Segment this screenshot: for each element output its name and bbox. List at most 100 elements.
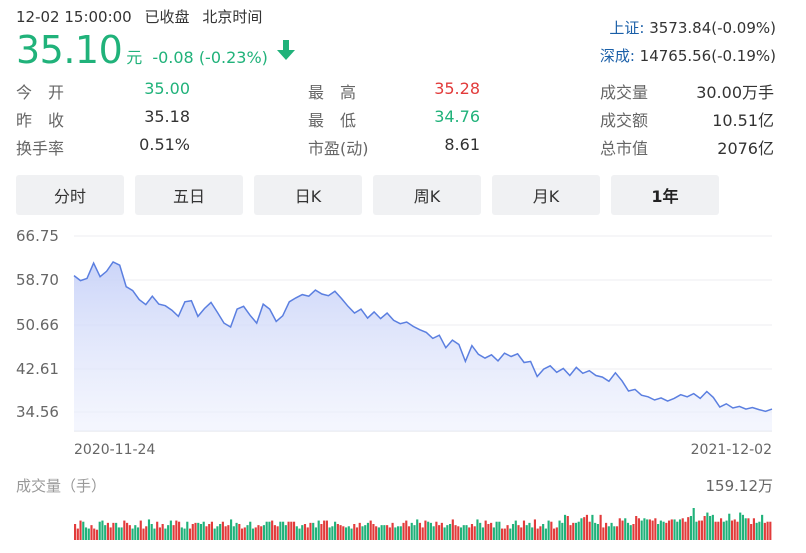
- volume-label: 成交量: [600, 83, 649, 102]
- tab-one-year[interactable]: 1年: [611, 175, 719, 215]
- volume-bar: [126, 522, 129, 540]
- volume-bar: [432, 526, 435, 540]
- volume-bar: [470, 524, 474, 540]
- volume-bar: [739, 512, 742, 540]
- volume-bar: [741, 514, 745, 540]
- volume-bar: [115, 522, 118, 540]
- price-chart[interactable]: 66.75 58.70 50.66 42.61 34.56 2020-11-24 202…: [0, 220, 806, 465]
- volume-bar: [364, 525, 367, 540]
- high-value: 35.28: [434, 79, 480, 98]
- index-name: 上证:: [609, 19, 645, 37]
- tab-daily-k[interactable]: 日K: [254, 175, 362, 215]
- volume-bar: [82, 521, 85, 540]
- volume-bar: [391, 522, 394, 540]
- volume-bar: [695, 521, 698, 540]
- volume-bar: [93, 528, 96, 540]
- volume-bar: [388, 527, 391, 540]
- volume-bar: [246, 525, 249, 540]
- volume-chart-title: 成交量（手）: [16, 477, 107, 495]
- volume-bar: [684, 521, 687, 540]
- volume-bar: [468, 527, 471, 540]
- volume-bar: [484, 520, 487, 540]
- volume-bar: [520, 527, 523, 540]
- volume-bar: [585, 514, 589, 540]
- volume-bar: [424, 520, 427, 540]
- volume-bar: [153, 528, 156, 540]
- volume-bar: [344, 527, 348, 540]
- volume-bar: [583, 517, 586, 540]
- volume-bar: [651, 520, 654, 540]
- price-unit: 元: [126, 48, 143, 67]
- volume-bar: [240, 528, 244, 540]
- volume-chart[interactable]: [0, 495, 806, 553]
- volume-bar: [416, 519, 419, 540]
- volume-bar: [169, 520, 172, 540]
- volume-bar: [610, 522, 613, 540]
- volume-bar: [714, 521, 717, 540]
- y-tick-label: 66.75: [16, 227, 59, 245]
- y-tick-label: 50.66: [16, 316, 59, 334]
- volume-bar: [251, 528, 255, 540]
- volume-bar: [744, 518, 747, 540]
- tab-monthly-k[interactable]: 月K: [492, 175, 600, 215]
- y-tick-label: 42.61: [16, 360, 59, 378]
- volume-bar: [377, 527, 380, 540]
- volume-bar: [386, 525, 389, 540]
- index-shenzhen[interactable]: 深成: 14765.56(-0.19%): [600, 45, 776, 66]
- volume-bar: [596, 524, 599, 540]
- volume-bar: [503, 528, 506, 540]
- volume-bar: [476, 519, 479, 540]
- volume-bar: [243, 527, 246, 540]
- volume-bar: [156, 521, 159, 540]
- index-shanghai[interactable]: 上证: 3573.84(-0.09%): [609, 17, 776, 38]
- volume-bar: [525, 525, 528, 540]
- volume-bar: [717, 521, 720, 540]
- volume-bar: [164, 528, 167, 540]
- volume-bar: [459, 527, 463, 540]
- volume-bar: [334, 521, 337, 540]
- volume-bar: [413, 525, 416, 540]
- volume-bar: [528, 522, 531, 540]
- volume-bar: [643, 518, 646, 540]
- volume-bar: [703, 516, 706, 540]
- volume-bar: [506, 525, 509, 540]
- current-price: 35.10: [16, 28, 123, 72]
- volume-bar: [84, 527, 88, 540]
- index-value: 14765.56(-0.19%): [639, 47, 776, 65]
- volume-bar: [572, 522, 575, 540]
- volume-bar: [109, 527, 112, 540]
- volume-bar: [769, 521, 772, 540]
- volume-bar: [320, 524, 323, 540]
- volume-bar: [309, 522, 312, 540]
- prev-close-label: 昨 收: [16, 111, 65, 130]
- volume-bar: [290, 521, 293, 540]
- volume-bar: [353, 524, 356, 540]
- market-status: 12-02 15:00:00 已收盘 北京时间: [16, 6, 270, 27]
- volume-bar: [681, 518, 684, 540]
- volume-bar: [449, 524, 452, 540]
- volume-bar: [98, 521, 101, 540]
- volume-bar: [136, 527, 140, 540]
- volume-bar: [446, 525, 449, 540]
- volume-bar: [501, 528, 504, 540]
- volume-bar: [355, 527, 359, 540]
- y-tick-label: 34.56: [16, 403, 59, 421]
- low-label: 最 低: [308, 111, 357, 130]
- volume-bar: [90, 525, 93, 540]
- volume-bar: [342, 526, 345, 540]
- volume-bar: [418, 522, 422, 540]
- tab-five-day[interactable]: 五日: [135, 175, 243, 215]
- volume-bar: [323, 520, 326, 540]
- volume-bar: [730, 520, 734, 540]
- volume-bar: [646, 519, 649, 540]
- volume-bar: [440, 522, 443, 540]
- pe-value: 8.61: [444, 135, 480, 154]
- volume-bar: [314, 527, 318, 540]
- volume-bar: [74, 524, 77, 540]
- tab-intraday[interactable]: 分时: [16, 175, 124, 215]
- volume-bar: [635, 516, 638, 540]
- volume-bar: [659, 520, 662, 540]
- y-tick-label: 58.70: [16, 271, 59, 289]
- tab-weekly-k[interactable]: 周K: [373, 175, 481, 215]
- volume-bar: [750, 524, 753, 540]
